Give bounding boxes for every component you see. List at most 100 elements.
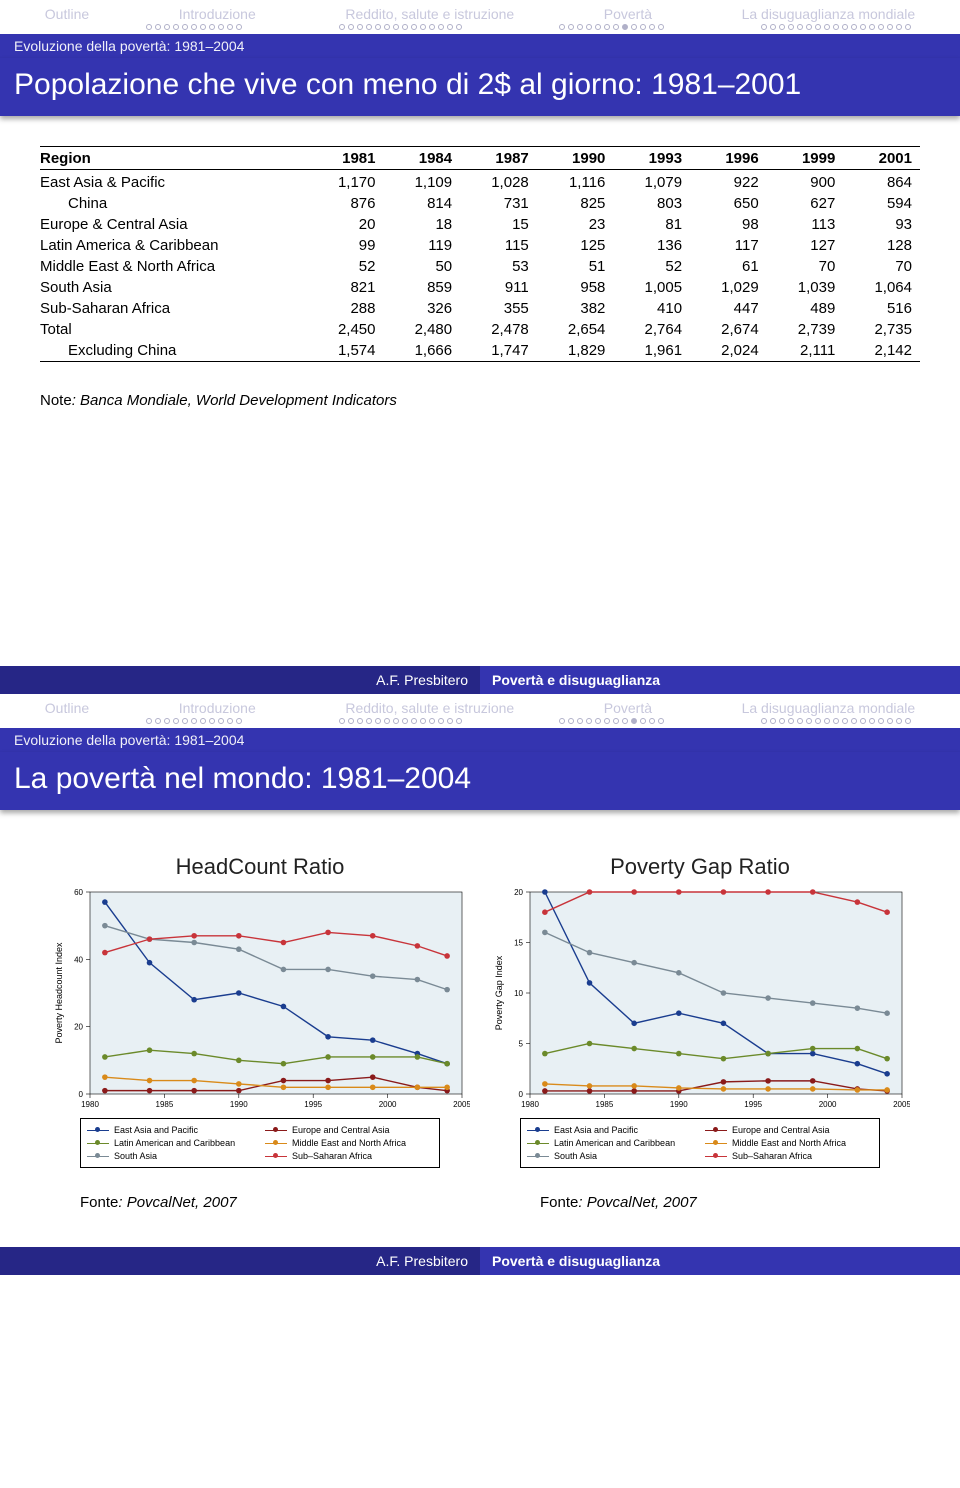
progress-dot xyxy=(357,718,363,724)
svg-text:2005: 2005 xyxy=(453,1100,470,1109)
nav-item[interactable]: Introduzione xyxy=(179,6,256,22)
progress-dot xyxy=(568,24,574,30)
table-row: China876814731825803650627594 xyxy=(40,193,920,214)
progress-dot xyxy=(869,24,875,30)
nav-bar: Outline Introduzione Reddito, salute e ist… xyxy=(0,694,960,718)
legend-item: East Asia and Pacific xyxy=(87,1125,255,1135)
chart-title: Poverty Gap Ratio xyxy=(490,854,910,880)
progress-dot xyxy=(869,718,875,724)
nav-item[interactable]: Outline xyxy=(45,700,89,716)
slide-content: HeadCount Ratio 020406019801985199019952… xyxy=(0,810,960,1247)
legend-item: South Asia xyxy=(87,1151,255,1161)
progress-dot xyxy=(411,718,417,724)
progress-dot xyxy=(761,24,767,30)
data-table: Region19811984198719901993199619992001 E… xyxy=(40,146,920,362)
progress-dot xyxy=(348,24,354,30)
table-row: East Asia & Pacific1,1701,1091,0281,1161… xyxy=(40,170,920,194)
slide-1: Outline Introduzione Reddito, salute e ist… xyxy=(0,0,960,694)
progress-dot xyxy=(613,24,619,30)
slide-content: Region19811984198719901993199619992001 E… xyxy=(0,116,960,666)
svg-text:1985: 1985 xyxy=(156,1100,174,1109)
legend-item: Sub–Saharan Africa xyxy=(705,1151,873,1161)
table-header: 2001 xyxy=(843,147,920,170)
table-row: Europe & Central Asia20181523819811393 xyxy=(40,214,920,235)
svg-text:2000: 2000 xyxy=(379,1100,397,1109)
footer-title: Povertà e disuguaglianza xyxy=(480,1247,960,1275)
progress-dot xyxy=(559,718,565,724)
progress-dot xyxy=(438,718,444,724)
progress-dot xyxy=(577,24,583,30)
progress-dot xyxy=(842,24,848,30)
progress-dot xyxy=(896,24,902,30)
progress-dot xyxy=(173,718,179,724)
nav-bar: Outline Introduzione Reddito, salute e ist… xyxy=(0,0,960,24)
slide-footer: A.F. Presbitero Povertà e disuguaglianza xyxy=(0,666,960,694)
progress-dot xyxy=(815,24,821,30)
table-row: Middle East & North Africa52505351526170… xyxy=(40,256,920,277)
legend-item: Latin American and Caribbean xyxy=(87,1138,255,1148)
progress-dot xyxy=(788,24,794,30)
progress-dot xyxy=(191,718,197,724)
progress-dot xyxy=(164,718,170,724)
slide-title: La povertà nel mondo: 1981–2004 xyxy=(0,752,960,810)
nav-item[interactable]: Reddito, salute e istruzione xyxy=(345,6,514,22)
nav-item[interactable]: Outline xyxy=(45,6,89,22)
nav-item[interactable]: Reddito, salute e istruzione xyxy=(345,700,514,716)
progress-dot xyxy=(182,718,188,724)
progress-dot xyxy=(366,24,372,30)
progress-dot xyxy=(438,24,444,30)
progress-dot xyxy=(200,24,206,30)
progress-dot xyxy=(788,718,794,724)
slide-title: Popolazione che vive con meno di 2$ al g… xyxy=(0,58,960,116)
nav-item[interactable]: Povertà xyxy=(604,700,652,716)
svg-text:1995: 1995 xyxy=(304,1100,322,1109)
svg-text:Poverty Gap Index: Poverty Gap Index xyxy=(494,955,504,1030)
progress-dot xyxy=(429,718,435,724)
progress-dot xyxy=(577,718,583,724)
table-header: 1990 xyxy=(537,147,614,170)
legend-item: Latin American and Caribbean xyxy=(527,1138,695,1148)
svg-text:10: 10 xyxy=(514,989,523,998)
progress-dot xyxy=(456,718,462,724)
progress-dot xyxy=(824,718,830,724)
progress-dot xyxy=(658,24,664,30)
progress-dot xyxy=(649,718,655,724)
progress-dot xyxy=(622,718,628,724)
svg-text:Poverty Headcount Index: Poverty Headcount Index xyxy=(54,942,64,1044)
progress-dot xyxy=(770,24,776,30)
chart-gap: Poverty Gap Ratio 0510152019801985199019… xyxy=(490,854,910,1168)
chart-title: HeadCount Ratio xyxy=(50,854,470,880)
svg-text:40: 40 xyxy=(74,955,83,964)
nav-item[interactable]: La disuguaglianza mondiale xyxy=(742,700,916,716)
progress-dot xyxy=(200,718,206,724)
progress-dot xyxy=(227,718,233,724)
table-note: Note: Banca Mondiale, World Development … xyxy=(40,392,920,409)
charts-row: HeadCount Ratio 020406019801985199019952… xyxy=(20,854,940,1168)
progress-dot xyxy=(806,718,812,724)
progress-dot xyxy=(236,718,242,724)
progress-dot xyxy=(761,718,767,724)
progress-dot xyxy=(559,24,565,30)
progress-dot xyxy=(604,24,610,30)
progress-dot xyxy=(896,718,902,724)
progress-dot xyxy=(887,24,893,30)
progress-dot xyxy=(640,24,646,30)
footer-author: A.F. Presbitero xyxy=(0,1247,480,1275)
progress-dot xyxy=(658,718,664,724)
svg-text:2005: 2005 xyxy=(893,1100,910,1109)
table-row: Latin America & Caribbean991191151251361… xyxy=(40,235,920,256)
progress-dot xyxy=(218,718,224,724)
nav-item[interactable]: La disuguaglianza mondiale xyxy=(742,6,916,22)
slide-subtitle: Evoluzione della povertà: 1981–2004 xyxy=(0,34,960,58)
chart-svg: 05101520198019851990199520002005Poverty … xyxy=(490,884,910,1114)
nav-item[interactable]: Povertà xyxy=(604,6,652,22)
nav-item[interactable]: Introduzione xyxy=(179,700,256,716)
progress-dot xyxy=(375,718,381,724)
progress-dot xyxy=(393,718,399,724)
progress-dot xyxy=(878,24,884,30)
svg-text:5: 5 xyxy=(519,1040,524,1049)
progress-dot xyxy=(842,718,848,724)
progress-dot xyxy=(155,718,161,724)
progress-dot xyxy=(366,718,372,724)
legend-item: Middle East and North Africa xyxy=(265,1138,433,1148)
